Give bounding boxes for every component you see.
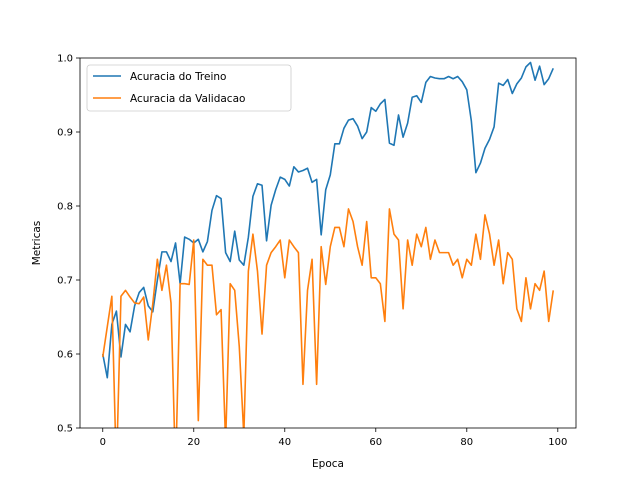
y-tick-label: 1.0 [57,54,73,65]
series-layer [101,61,555,428]
legend-label-train: Acuracia do Treino [130,71,226,83]
y-axis-label: Metricas [31,221,43,266]
y-tick-label: 0.5 [57,424,73,435]
plot-area [80,58,576,428]
y-tick-label: 0.7 [57,276,73,287]
x-tick-label: 20 [187,437,200,448]
x-tick-label: 40 [278,437,291,448]
y-tick-label: 0.8 [57,202,73,213]
legend: Acuracia do Treino Acuracia da Validacao [86,64,292,112]
x-tick-label: 100 [548,437,567,448]
y-tick-label: 0.9 [57,128,73,139]
axes-frame [79,57,577,429]
series-line-validation [101,208,555,428]
x-axis-label: Epoca [312,458,344,470]
x-tick-label: 60 [369,437,382,448]
series-line-train [101,61,554,379]
y-axis-ticks: 0.5 0.6 0.7 0.8 0.9 1.0 [57,54,80,435]
y-tick-label: 0.6 [57,350,73,361]
x-tick-label: 80 [460,437,473,448]
legend-box [86,64,292,112]
legend-label-validation: Acuracia da Validacao [130,93,245,105]
x-tick-label: 0 [100,437,106,448]
x-axis-ticks: 0 20 40 60 80 100 [100,428,567,448]
